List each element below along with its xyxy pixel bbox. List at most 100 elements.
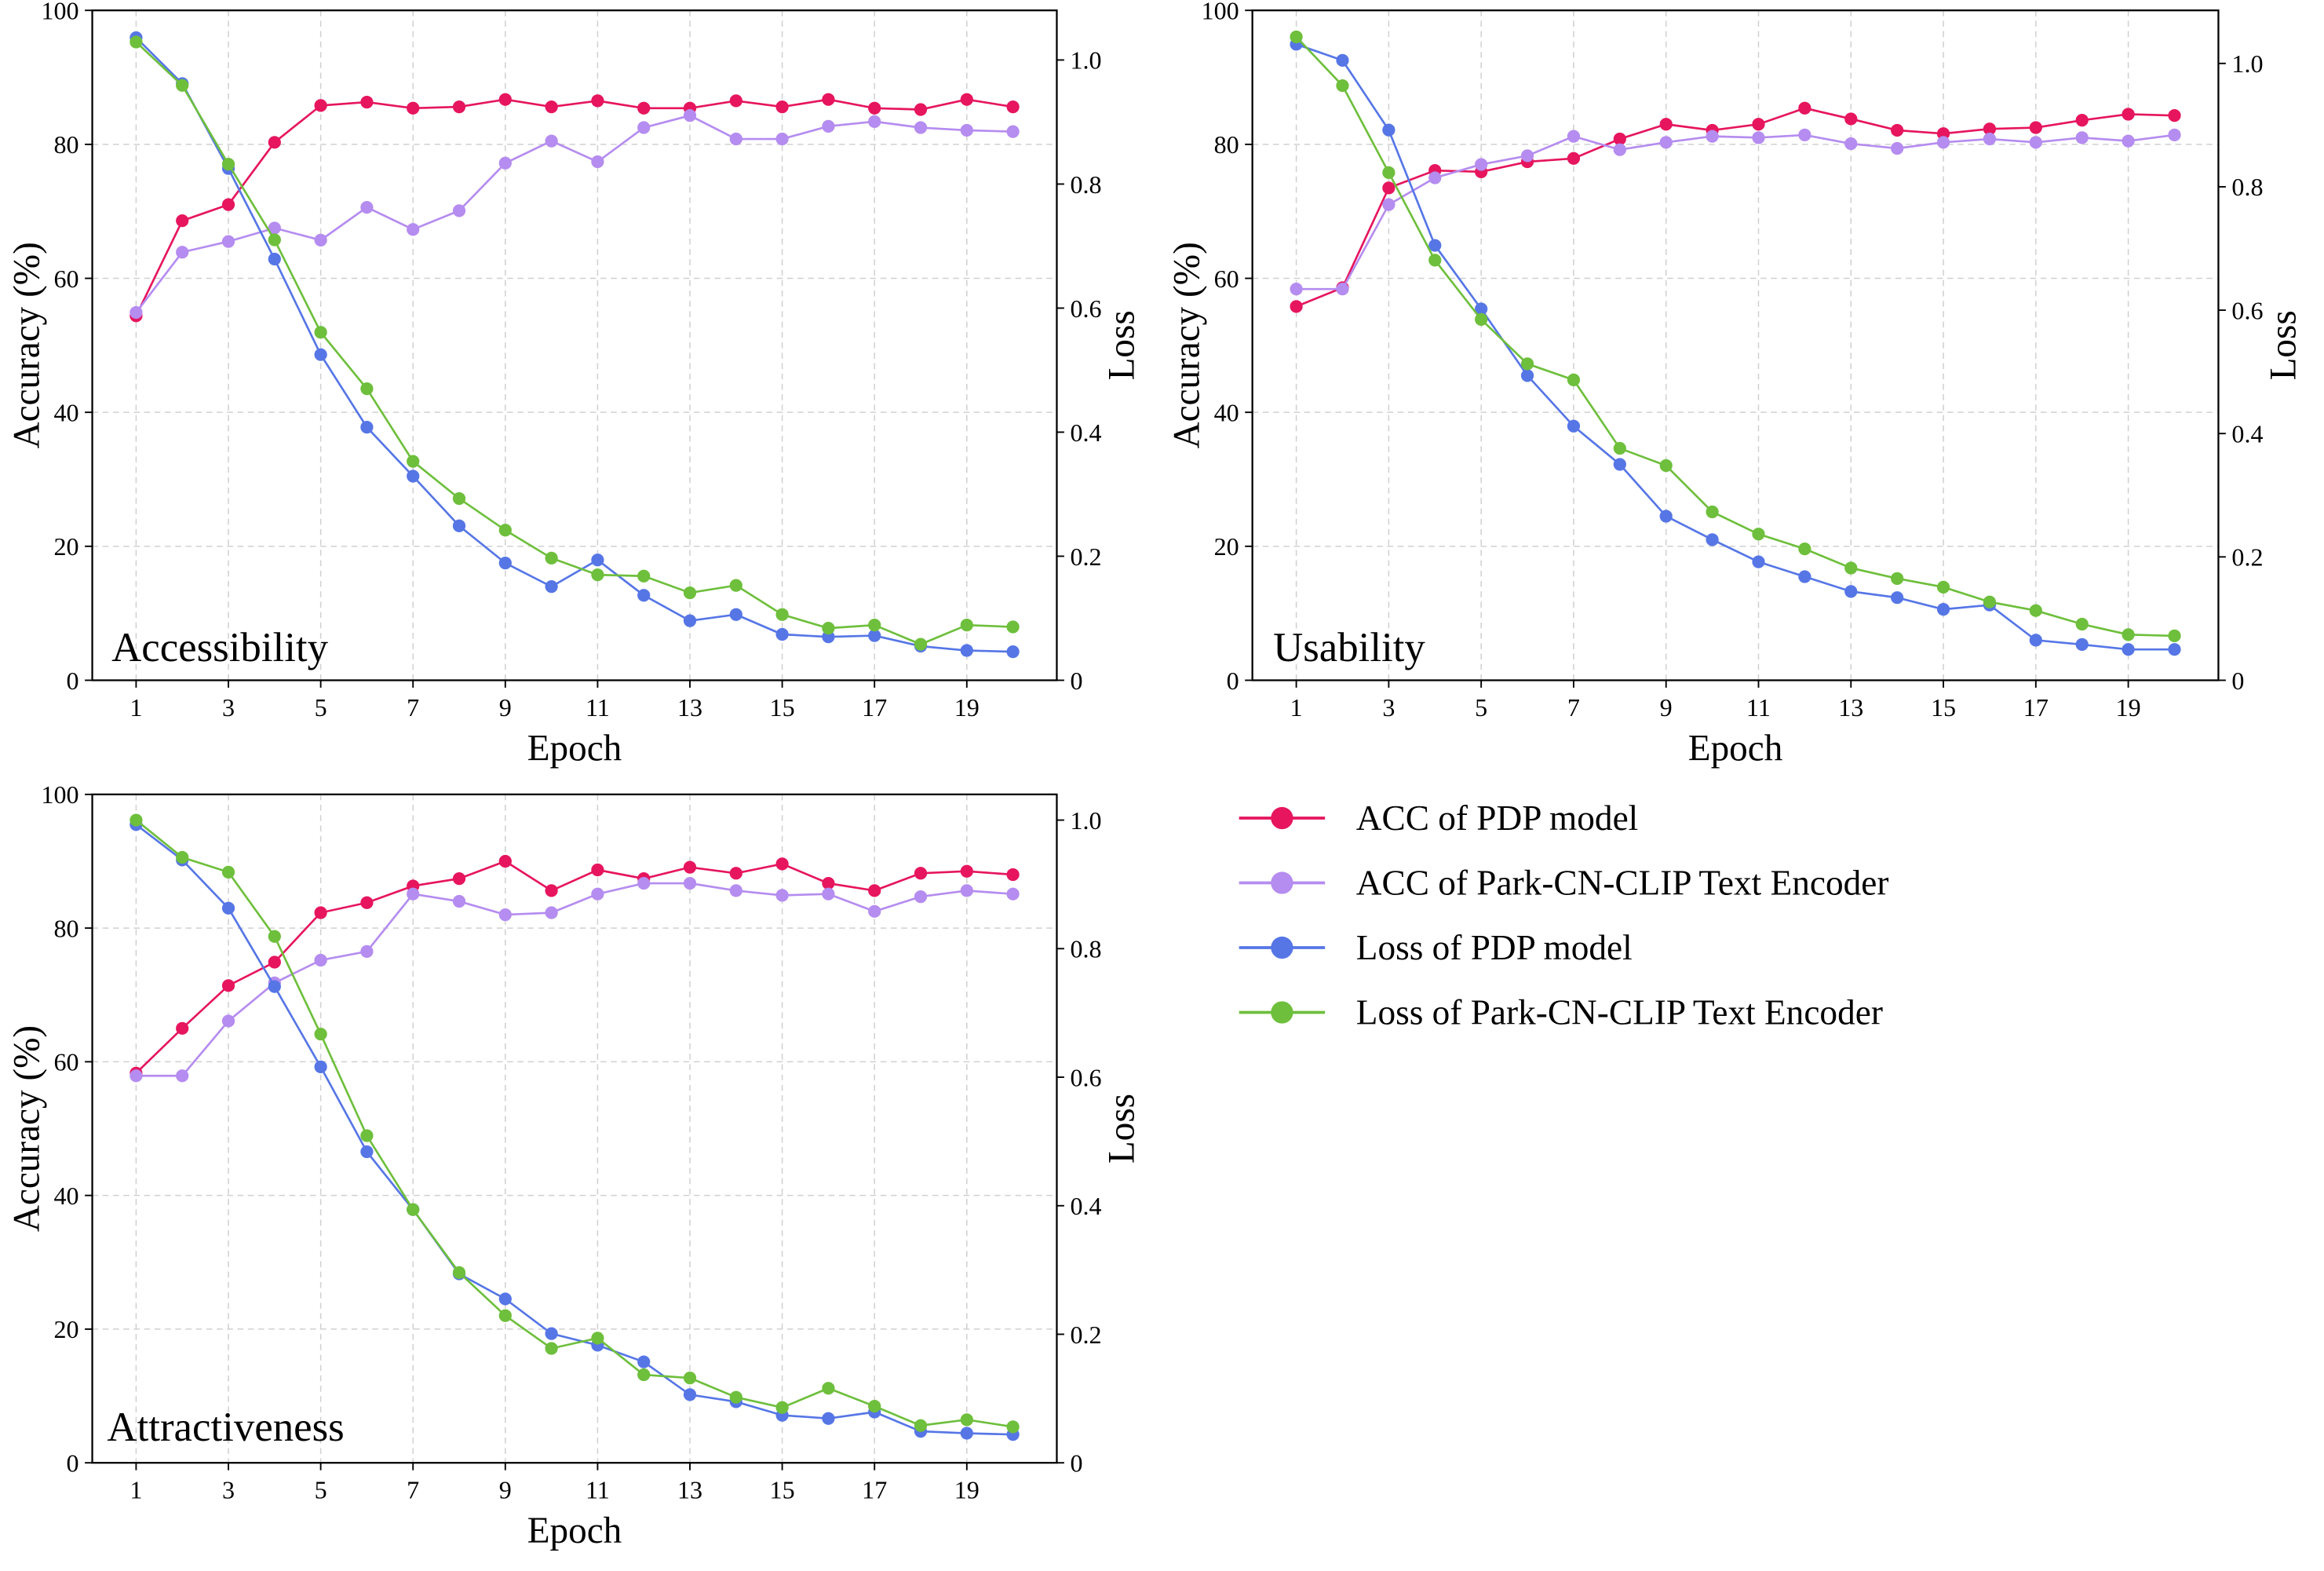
data-point-loss_pdp	[868, 629, 881, 642]
data-point-loss_clip	[407, 1203, 420, 1216]
data-point-acc_clip	[407, 887, 420, 901]
y-tick-label: 20	[53, 1315, 78, 1343]
y-tick-label: 20	[53, 532, 78, 561]
panel-title: Attractiveness	[107, 1405, 344, 1450]
data-point-acc_clip	[221, 235, 235, 248]
y2-tick-label: 0	[2231, 667, 2244, 695]
data-point-acc_clip	[1798, 128, 1811, 142]
data-point-acc_pdp	[1613, 132, 1626, 146]
data-point-loss_pdp	[729, 608, 742, 621]
series-line-loss_clip	[135, 41, 1013, 646]
data-point-acc_clip	[960, 884, 973, 897]
data-point-loss_pdp	[683, 1388, 697, 1401]
y-tick-label: 60	[53, 1048, 78, 1076]
data-point-acc_pdp	[1382, 181, 1395, 195]
y2-tick-label: 1.0	[1070, 46, 1101, 75]
data-point-acc_pdp	[868, 101, 881, 115]
y2-tick-label: 0	[1070, 667, 1082, 695]
data-point-acc_pdp	[176, 1021, 189, 1035]
data-point-loss_pdp	[960, 644, 973, 657]
plot-frame	[1251, 9, 2220, 681]
y-axis-label: Accuracy (%)	[1167, 242, 1208, 448]
data-point-acc_pdp	[1659, 118, 1673, 131]
data-point-loss_clip	[1520, 357, 1534, 371]
data-point-loss_pdp	[1844, 585, 1858, 598]
data-point-acc_clip	[360, 944, 374, 959]
data-point-loss_clip	[960, 1413, 973, 1427]
data-point-acc_pdp	[2122, 108, 2135, 121]
data-point-acc_clip	[545, 906, 558, 919]
legend-label: Loss of PDP model	[1356, 928, 1633, 967]
y-tick-label: 0	[67, 667, 79, 695]
data-point-loss_pdp	[360, 1145, 374, 1159]
y-tick-label: 60	[53, 265, 78, 293]
data-point-loss_pdp	[1382, 123, 1395, 137]
data-point-loss_clip	[1659, 459, 1673, 473]
data-point-acc_pdp	[1006, 100, 1020, 114]
data-point-acc_pdp	[498, 854, 512, 868]
y2-tick-label: 0.4	[2231, 420, 2263, 448]
y-tick-label: 80	[53, 914, 78, 942]
legend-label: ACC of PDP model	[1356, 798, 1638, 838]
data-point-loss_clip	[729, 1390, 742, 1404]
series-line-loss_pdp	[135, 37, 1013, 653]
data-point-loss_clip	[268, 233, 281, 247]
data-point-loss_clip	[1475, 312, 1488, 326]
x-axis-label: Epoch	[1688, 728, 1783, 769]
legend-label: ACC of Park-CN-CLIP Text Encoder	[1356, 864, 1889, 903]
data-point-acc_clip	[1336, 283, 1349, 296]
data-point-acc_clip	[683, 876, 697, 890]
data-point-acc_clip	[452, 204, 466, 217]
data-point-acc_pdp	[2075, 114, 2089, 127]
series-line-acc_pdp	[1296, 107, 2175, 308]
data-point-acc_clip	[822, 887, 835, 901]
data-point-acc_clip	[2122, 134, 2135, 148]
x-axis-label: Epoch	[527, 728, 622, 769]
data-point-acc_pdp	[176, 214, 189, 228]
panel-title: Accessibility	[111, 625, 328, 670]
data-point-acc_pdp	[221, 979, 235, 992]
series-line-loss_clip	[1295, 36, 2175, 638]
data-point-loss_pdp	[683, 614, 697, 627]
data-point-acc_clip	[1382, 198, 1395, 211]
data-point-loss_clip	[1428, 254, 1442, 267]
data-point-acc_pdp	[914, 867, 928, 880]
data-point-loss_clip	[545, 1342, 558, 1355]
x-tick-label: 17	[2023, 693, 2049, 722]
y2-tick-label: 0.2	[1070, 1321, 1101, 1349]
y2-tick-label: 1.0	[1070, 806, 1101, 835]
x-tick-label: 7	[1567, 693, 1580, 722]
legend-marker-acc_clip	[1271, 871, 1293, 894]
data-point-loss_clip	[591, 568, 604, 582]
series-line-acc_clip	[136, 882, 1013, 1077]
data-point-acc_clip	[683, 109, 697, 122]
y2-tick-label: 0.4	[1070, 418, 1101, 447]
data-point-acc_clip	[221, 1014, 235, 1028]
y2-axis-label: Loss	[2264, 310, 2304, 380]
data-point-acc_pdp	[822, 876, 835, 890]
data-point-loss_clip	[1844, 561, 1858, 575]
data-point-acc_clip	[1659, 136, 1673, 149]
y2-tick-label: 1.0	[2231, 49, 2263, 78]
data-point-loss_clip	[1706, 505, 1719, 519]
data-point-loss_pdp	[1891, 591, 1904, 605]
data-point-loss_pdp	[1752, 555, 1765, 568]
data-point-loss_clip	[221, 158, 235, 171]
data-point-loss_pdp	[960, 1427, 973, 1440]
data-point-loss_pdp	[545, 580, 558, 594]
data-point-acc_clip	[775, 889, 789, 902]
data-point-acc_pdp	[960, 864, 973, 878]
data-point-acc_clip	[130, 1069, 143, 1083]
data-point-acc_pdp	[1983, 122, 1997, 136]
data-point-loss_clip	[1936, 580, 1950, 594]
data-point-loss_clip	[176, 79, 189, 92]
y2-tick-label: 0.2	[1070, 543, 1101, 571]
x-tick-label: 1	[1290, 693, 1303, 722]
data-point-acc_clip	[1613, 143, 1626, 156]
data-point-acc_clip	[868, 904, 881, 918]
y2-axis-label: Loss	[1102, 310, 1143, 380]
data-point-loss_clip	[1983, 595, 1997, 608]
data-point-loss_clip	[591, 1332, 604, 1345]
data-point-loss_clip	[775, 1401, 789, 1414]
series-line-loss_pdp	[135, 824, 1013, 1436]
